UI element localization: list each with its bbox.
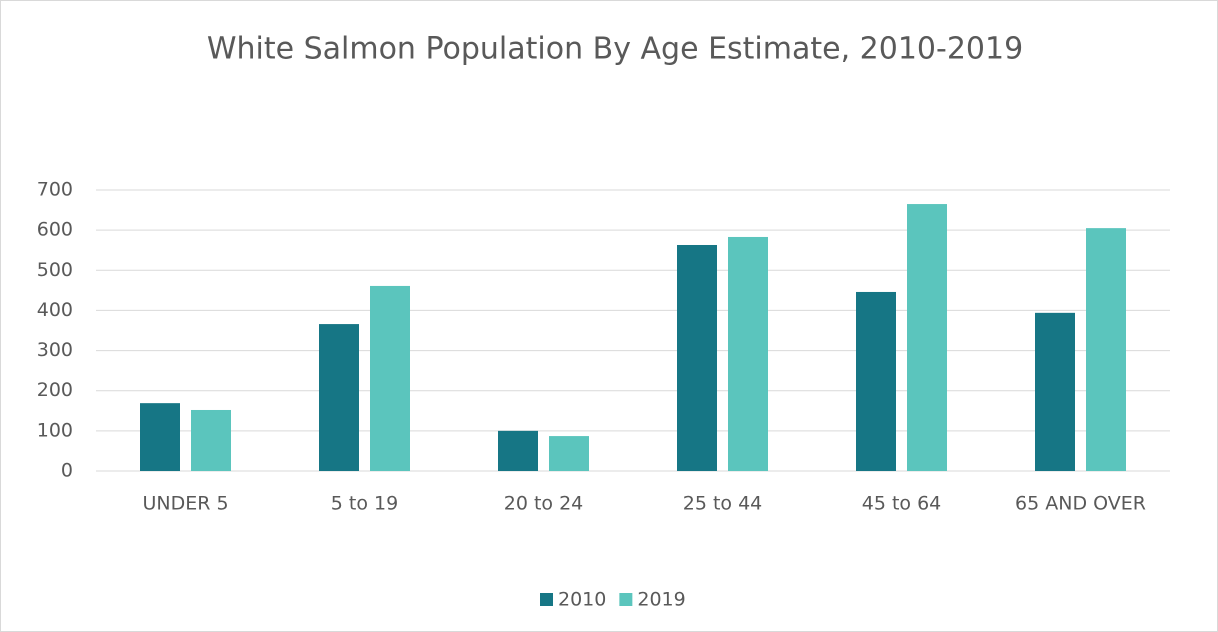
y-tick-label: 400 — [37, 299, 73, 321]
y-tick-label: 600 — [37, 219, 73, 241]
bar — [319, 324, 359, 471]
x-tick-label: 5 to 19 — [331, 493, 398, 515]
bar — [140, 403, 180, 471]
y-tick-label: 300 — [37, 339, 73, 361]
bar — [498, 430, 538, 471]
legend-swatch — [619, 593, 633, 606]
y-tick-label: 200 — [37, 379, 73, 401]
legend-label: 2010 — [558, 589, 606, 611]
bar — [549, 436, 589, 471]
x-tick-label: UNDER 5 — [142, 493, 228, 515]
y-tick-label: 100 — [37, 419, 73, 441]
bar — [191, 409, 231, 471]
y-tick-label: 0 — [61, 460, 73, 482]
y-tick-label: 700 — [37, 179, 73, 201]
bar — [856, 291, 896, 471]
chart-title: White Salmon Population By Age Estimate,… — [207, 32, 1023, 67]
bar — [677, 244, 717, 471]
bar — [370, 285, 410, 471]
legend-swatch — [540, 593, 553, 606]
bar — [1086, 228, 1126, 471]
bar — [1035, 312, 1075, 471]
bar — [728, 236, 768, 471]
x-tick-label: 20 to 24 — [504, 493, 584, 515]
x-tick-label: 65 AND OVER — [1015, 493, 1146, 515]
bar — [907, 204, 947, 472]
legend-label: 2019 — [637, 589, 685, 611]
y-tick-label: 500 — [37, 259, 73, 281]
x-tick-label: 45 to 64 — [862, 493, 942, 515]
x-tick-label: 25 to 44 — [683, 493, 763, 515]
